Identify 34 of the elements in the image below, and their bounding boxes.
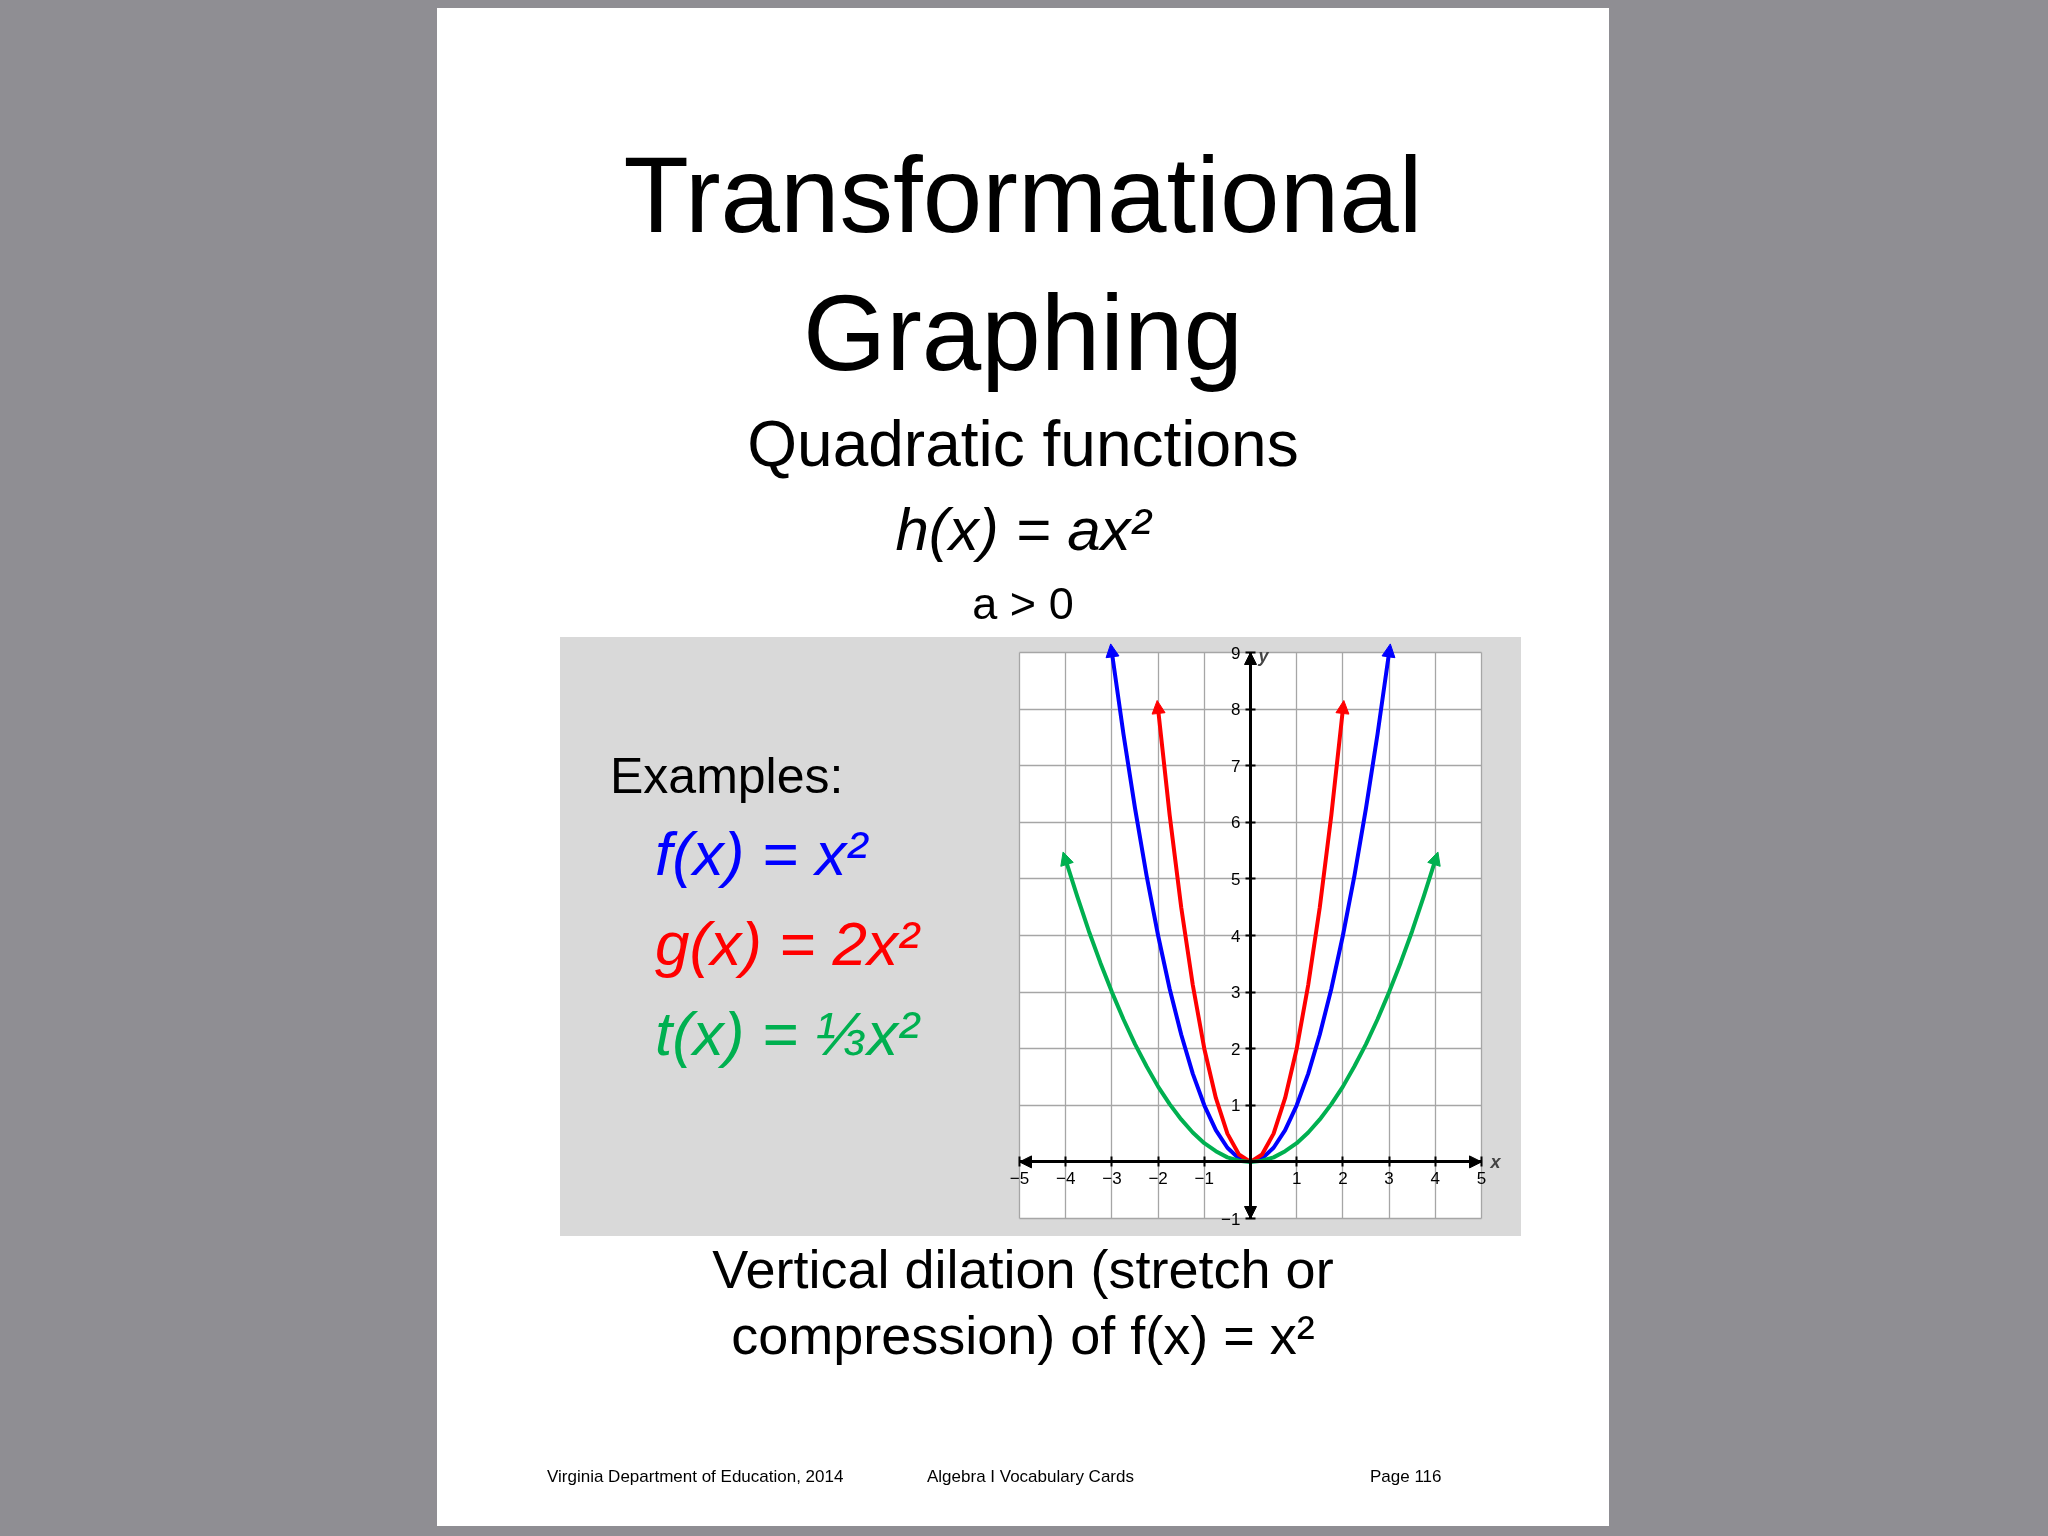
x-tick-label: 5 <box>1476 1168 1487 1188</box>
y-tick-label: 1 <box>1231 1096 1241 1116</box>
y-tick-label: 2 <box>1231 1039 1241 1059</box>
y-tick-label: 3 <box>1231 983 1241 1003</box>
text: t(x) = ⅓x² <box>655 999 919 1068</box>
x-tick-label: −2 <box>1148 1168 1168 1188</box>
text: a > 0 <box>971 578 1075 629</box>
x-tick-label: 4 <box>1430 1168 1441 1188</box>
text: Virginia Department of Education, 2014 <box>547 1467 844 1486</box>
x-tick-label: −4 <box>1056 1168 1076 1188</box>
text: Algebra I Vocabulary Cards <box>927 1467 1134 1486</box>
x-tick-label: −1 <box>1194 1168 1214 1188</box>
x-tick-label: 1 <box>1291 1168 1302 1188</box>
x-tick-label: −3 <box>1102 1168 1122 1188</box>
chart-title: Transformational Graphing <box>622 134 1424 395</box>
x-tick-label: −5 <box>1009 1168 1030 1188</box>
x-tick-label: 3 <box>1384 1168 1394 1188</box>
y-tick-label: −1 <box>1221 1209 1241 1229</box>
text: Page 116 <box>1370 1467 1442 1486</box>
y-tick-label: 9 <box>1231 643 1241 663</box>
x-axis-title: x <box>1489 1151 1502 1172</box>
y-tick-label: 8 <box>1231 700 1241 720</box>
y-tick-label: 5 <box>1231 869 1241 889</box>
y-tick-label: 7 <box>1231 756 1241 776</box>
y-tick-label: 6 <box>1231 813 1241 833</box>
text: f(x) = x² <box>655 819 867 888</box>
text: g(x) = 2x² <box>655 909 919 978</box>
text: h(x) = ax² <box>894 496 1154 563</box>
x-tick-label: 2 <box>1338 1168 1348 1188</box>
y-axis-title: y <box>1257 645 1270 666</box>
text: Vertical dilation (stretch or compression) of f(x) = x² <box>711 1238 1335 1367</box>
chart-subtitle: Quadratic functions <box>746 408 1300 480</box>
legend-title: Examples: <box>610 748 844 804</box>
y-tick-label: 4 <box>1231 926 1241 946</box>
